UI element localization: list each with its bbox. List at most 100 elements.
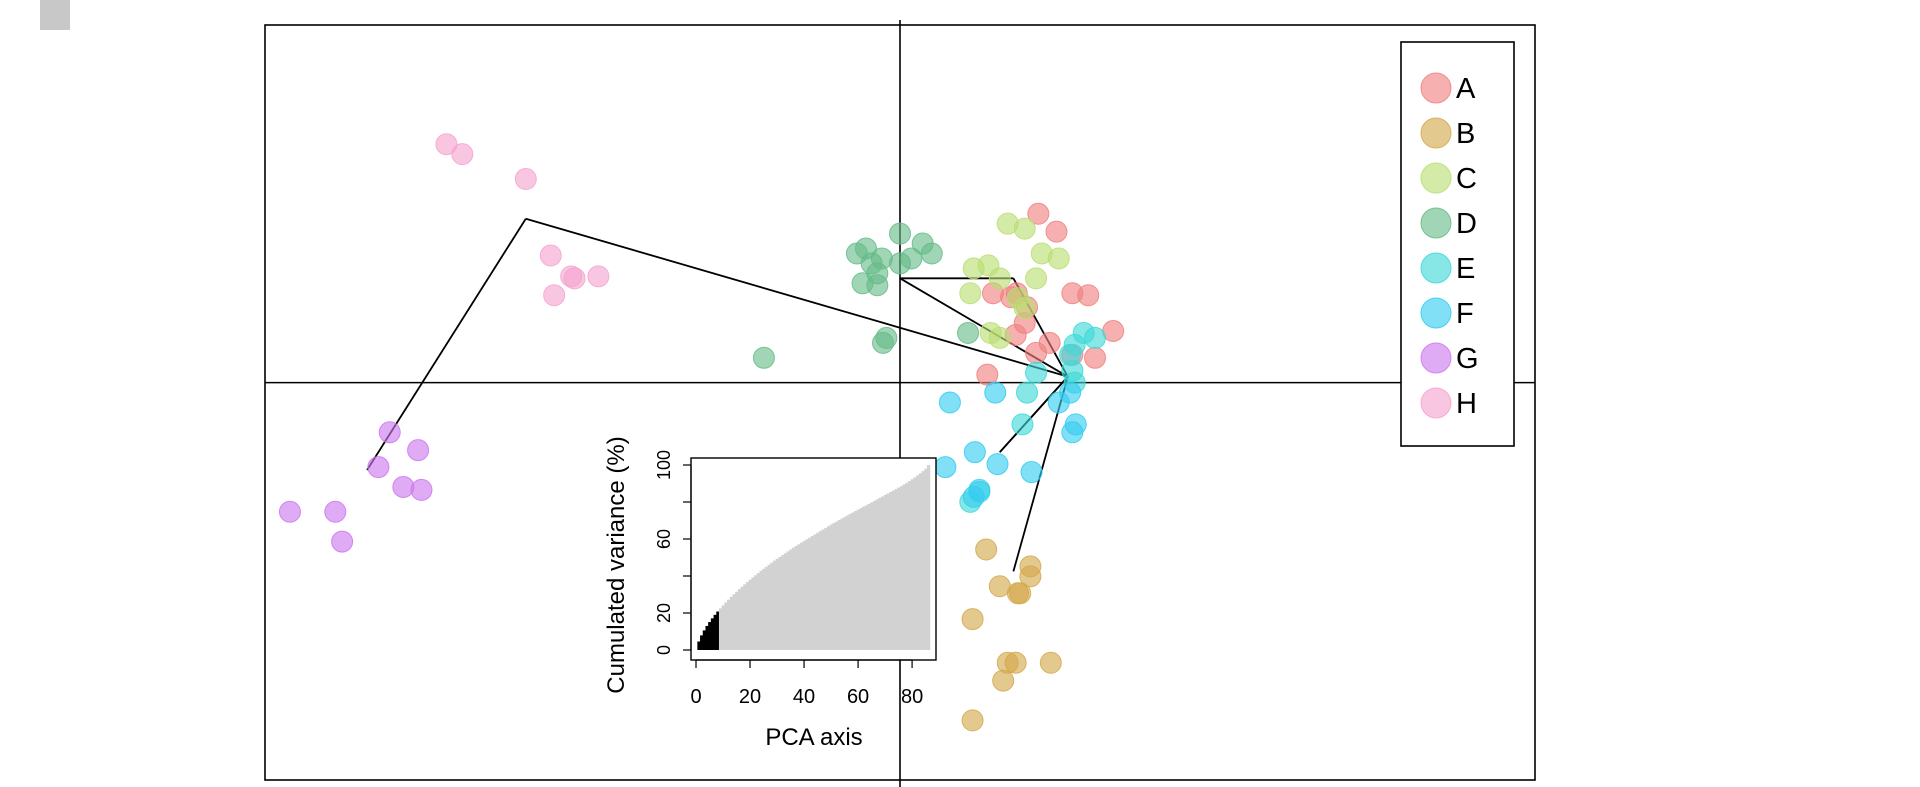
point-F — [934, 456, 957, 479]
inset-bar — [729, 596, 734, 650]
inset-bar — [794, 546, 798, 650]
point-G — [410, 478, 433, 501]
inset-bar — [700, 635, 704, 650]
point-D — [851, 272, 874, 295]
point-E — [1011, 413, 1034, 436]
point-H — [435, 133, 458, 156]
inset-x-tick-label: 20 — [739, 686, 761, 708]
point-G — [324, 500, 347, 523]
inset-bar — [897, 487, 901, 650]
inset-bar — [786, 551, 790, 650]
inset-bar — [789, 549, 793, 650]
point-B — [961, 608, 984, 631]
legend-label-C: C — [1456, 163, 1477, 195]
inset-bar — [759, 570, 763, 650]
point-C — [988, 267, 1011, 290]
inset-bar — [799, 542, 804, 650]
legend-swatch-G — [1420, 342, 1452, 374]
inset-bar — [875, 499, 879, 650]
inset-bar — [926, 465, 931, 650]
legend-swatch-F — [1420, 297, 1452, 329]
inset-bar — [851, 512, 855, 650]
point-G — [378, 421, 401, 444]
inset-bar — [821, 529, 825, 650]
inset-x-label: PCA axis — [765, 724, 862, 751]
inset-bar — [732, 594, 736, 650]
inset-bar — [737, 589, 742, 650]
legend-swatch-B — [1420, 117, 1452, 149]
inset-bar — [754, 575, 758, 650]
point-G — [407, 439, 430, 462]
inset-bar — [767, 564, 771, 650]
inset-bar — [716, 611, 720, 650]
point-B — [975, 538, 998, 561]
legend-label-E: E — [1456, 253, 1475, 285]
point-B — [992, 669, 1015, 692]
inset-bar — [840, 518, 844, 650]
point-D — [875, 326, 898, 349]
inset-y-axis: 0 20 60 100 — [654, 450, 692, 655]
point-C — [1013, 217, 1036, 240]
inset-bar — [762, 568, 766, 650]
inset-bar — [724, 602, 728, 650]
inset-bar — [889, 492, 893, 650]
inset-y-tick-label: 60 — [654, 529, 674, 549]
inset-bar — [781, 555, 785, 650]
inset-bar — [916, 475, 920, 650]
inset-bar — [727, 599, 731, 650]
inset-bar — [859, 508, 863, 650]
inset-bar — [864, 505, 869, 650]
inset-bar — [921, 471, 925, 650]
point-A — [1084, 346, 1107, 369]
point-D — [957, 321, 980, 344]
inset-bar — [721, 605, 725, 650]
inset-bar — [805, 539, 809, 650]
inset-bars — [697, 465, 931, 650]
point-C — [1047, 247, 1070, 270]
inset-bar — [791, 547, 796, 650]
inset-bar — [770, 562, 774, 650]
inset-bar — [813, 534, 817, 650]
legend-box — [1400, 41, 1515, 447]
point-G — [367, 456, 390, 479]
point-B — [1039, 651, 1062, 674]
point-F — [963, 441, 986, 464]
corner-square — [40, 0, 70, 30]
inset-bar — [745, 581, 750, 650]
point-A — [1027, 202, 1050, 225]
point-D — [752, 346, 775, 369]
inset-x-tick-label: 0 — [690, 686, 701, 708]
inset-bar — [751, 577, 755, 650]
inset-bar — [810, 536, 815, 650]
point-B — [1004, 651, 1027, 674]
point-F — [1059, 381, 1082, 404]
inset-bar — [899, 486, 904, 650]
point-B — [1009, 582, 1032, 605]
point-H — [563, 267, 586, 290]
inset-bar — [837, 519, 842, 650]
inset-y-label: Cumulated variance (%) — [603, 436, 630, 693]
inset-bar — [824, 527, 828, 650]
inset-bar — [854, 511, 858, 650]
inset-x-axis: 0 20 40 60 80 — [690, 659, 923, 708]
point-F — [1064, 413, 1087, 436]
point-E — [1016, 381, 1038, 404]
inset-bar — [740, 586, 744, 650]
point-D — [889, 252, 911, 275]
scatter-points — [278, 133, 1125, 732]
legend-swatch-E — [1420, 252, 1452, 284]
point-C — [959, 282, 982, 305]
legend-swatch-H — [1420, 387, 1452, 419]
inset-y-tick-label: 0 — [654, 645, 674, 655]
legend-swatch-D — [1420, 207, 1452, 239]
point-A — [1025, 341, 1048, 364]
inset-bar — [697, 641, 701, 650]
point-F — [968, 478, 991, 501]
inset-bar — [843, 516, 847, 650]
point-G — [278, 500, 301, 523]
inset-bar — [883, 494, 888, 650]
inset-x-tick-label: 80 — [901, 686, 923, 708]
point-B — [1019, 555, 1042, 578]
inset-bar — [713, 614, 717, 650]
inset-x-tick-label: 40 — [793, 686, 815, 708]
